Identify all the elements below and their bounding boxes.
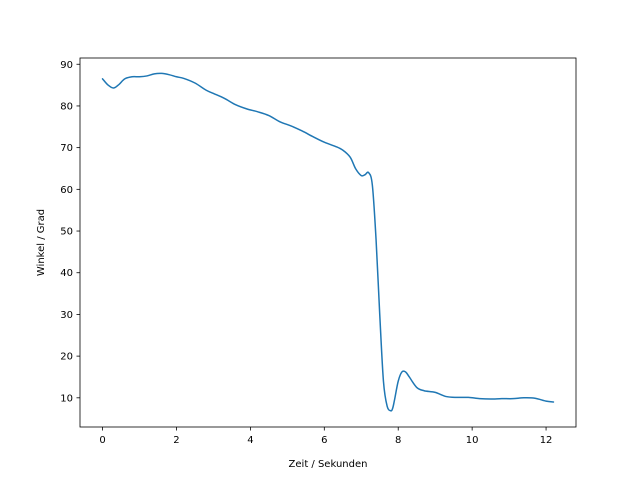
y-tick-label: 30 xyxy=(60,310,73,321)
x-tick-label: 8 xyxy=(395,435,401,446)
x-tick-label: 2 xyxy=(173,435,179,446)
x-tick-label: 6 xyxy=(321,435,327,446)
y-tick-label: 40 xyxy=(60,268,73,279)
y-tick-label: 10 xyxy=(60,393,73,404)
y-tick-label: 90 xyxy=(60,60,73,71)
y-tick-label: 70 xyxy=(60,143,73,154)
x-axis-label: Zeit / Sekunden xyxy=(289,459,368,470)
y-tick-label: 50 xyxy=(60,227,73,238)
y-tick-label: 80 xyxy=(60,101,73,112)
plot-area xyxy=(101,72,555,412)
y-axis-label: Winkel / Grad xyxy=(36,209,47,276)
x-tick-label: 12 xyxy=(540,435,553,446)
y-tick-label: 60 xyxy=(60,185,73,196)
x-tick-label: 4 xyxy=(247,435,253,446)
x-tick-label: 0 xyxy=(99,435,105,446)
x-tick-label: 10 xyxy=(466,435,479,446)
series-line xyxy=(101,72,555,412)
y-tick-label: 20 xyxy=(60,352,73,363)
x-axis: 0 2 4 6 8 10 12 xyxy=(99,427,552,446)
y-axis: 10 20 30 40 50 60 70 80 90 xyxy=(60,60,80,404)
axes-frame xyxy=(79,57,577,428)
